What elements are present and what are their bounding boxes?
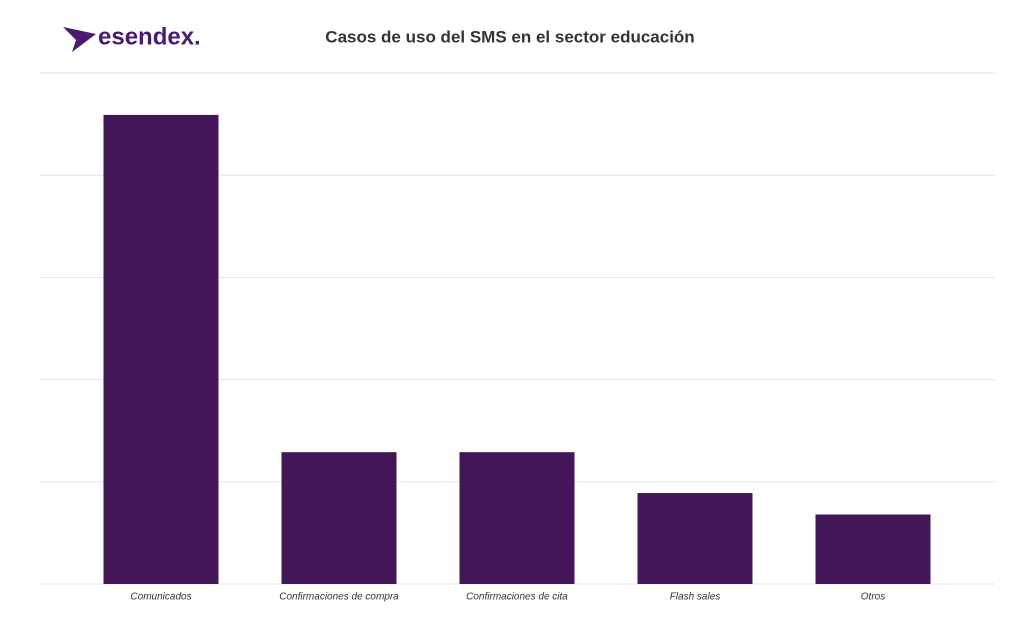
bar xyxy=(637,493,753,584)
bar xyxy=(815,514,931,584)
x-tick-label: Confirmaciones de cita xyxy=(466,592,568,603)
bar xyxy=(103,114,219,584)
x-tick-label: Comunicados xyxy=(130,592,191,603)
chart-title: Casos de uso del SMS en el sector educac… xyxy=(325,27,694,46)
bar xyxy=(281,452,397,584)
bar xyxy=(459,452,575,584)
brand-name: esendex. xyxy=(98,23,201,50)
logo-icon xyxy=(63,27,96,52)
logo: esendex. xyxy=(63,23,201,52)
x-tick-label: Otros xyxy=(861,592,885,603)
x-tick-label: Flash sales xyxy=(670,592,721,603)
x-tick-label: Confirmaciones de compra xyxy=(279,592,399,603)
